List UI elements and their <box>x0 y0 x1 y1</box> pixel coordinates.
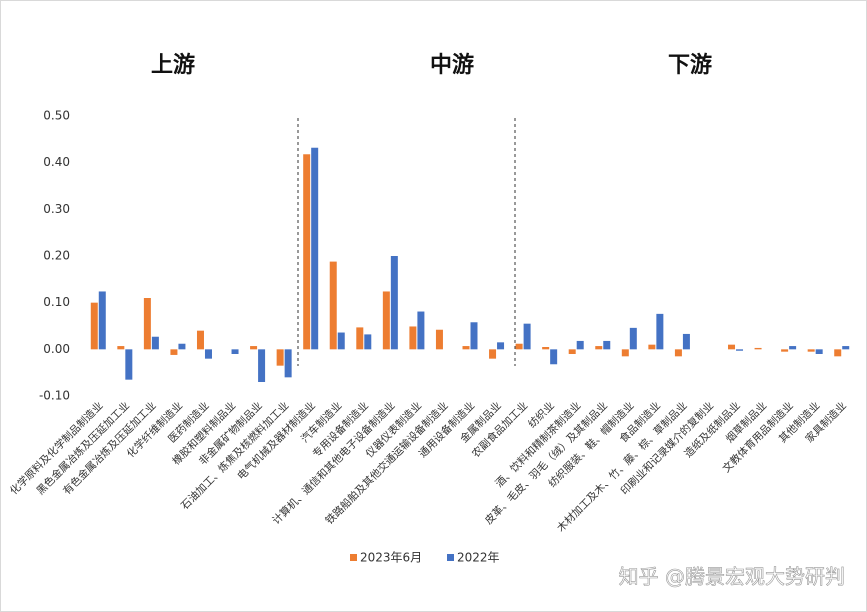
legend-swatch <box>350 554 357 561</box>
bar <box>276 349 284 366</box>
bar <box>151 336 159 350</box>
bar <box>682 333 690 350</box>
bar <box>842 346 850 350</box>
bar <box>178 343 186 350</box>
bar <box>390 256 398 350</box>
y-tick-label: 0.10 <box>43 295 70 309</box>
bar <box>329 261 337 350</box>
legend-label: 2022年 <box>457 551 500 565</box>
legend-label: 2023年6月 <box>360 551 422 565</box>
bar <box>364 334 372 350</box>
bar <box>568 349 576 354</box>
watermark: 知乎 @腾景宏观大势研判 <box>619 565 845 589</box>
bar <box>284 349 292 378</box>
bar <box>311 147 319 350</box>
bar <box>736 349 744 351</box>
y-tick-label: 0.40 <box>43 155 70 169</box>
bar <box>143 298 151 350</box>
bar <box>550 349 558 365</box>
bar <box>497 342 505 350</box>
section-label: 下游 <box>668 52 712 78</box>
bar <box>621 349 629 357</box>
bar <box>489 349 497 359</box>
bar <box>337 332 345 350</box>
y-tick-label: 0.00 <box>43 342 70 356</box>
bar <box>356 327 364 350</box>
bar <box>674 349 682 357</box>
bar <box>462 346 470 350</box>
bar <box>170 349 178 355</box>
bar <box>196 330 204 350</box>
bar <box>542 347 550 350</box>
bar <box>754 347 762 350</box>
bar <box>435 329 443 350</box>
legend-swatch <box>447 554 454 561</box>
bar <box>629 327 637 350</box>
bar <box>303 154 311 350</box>
bar <box>789 346 797 350</box>
bar <box>603 340 611 350</box>
bar <box>515 343 523 350</box>
bar <box>382 291 390 350</box>
bar <box>781 349 789 352</box>
bar <box>728 344 736 350</box>
bar <box>417 311 425 350</box>
bar <box>815 349 823 354</box>
bar <box>470 322 478 350</box>
bar <box>98 291 106 350</box>
bar <box>834 349 842 357</box>
y-tick-label: 0.20 <box>43 249 70 263</box>
bar <box>648 344 656 350</box>
bar <box>90 302 98 350</box>
bar <box>204 349 212 359</box>
bar <box>117 346 125 350</box>
bar <box>125 349 133 380</box>
bar <box>250 346 258 350</box>
bar <box>807 349 815 352</box>
bar <box>231 349 239 354</box>
bar <box>656 313 664 350</box>
section-label: 中游 <box>430 52 474 78</box>
bar <box>523 323 531 350</box>
bar <box>258 349 266 382</box>
y-tick-label: -0.10 <box>39 389 70 403</box>
y-tick-label: 0.30 <box>43 202 70 216</box>
section-label: 上游 <box>151 52 195 78</box>
bar <box>576 340 584 350</box>
y-tick-label: 0.50 <box>43 109 70 123</box>
bar <box>409 326 417 350</box>
bar <box>595 346 603 350</box>
